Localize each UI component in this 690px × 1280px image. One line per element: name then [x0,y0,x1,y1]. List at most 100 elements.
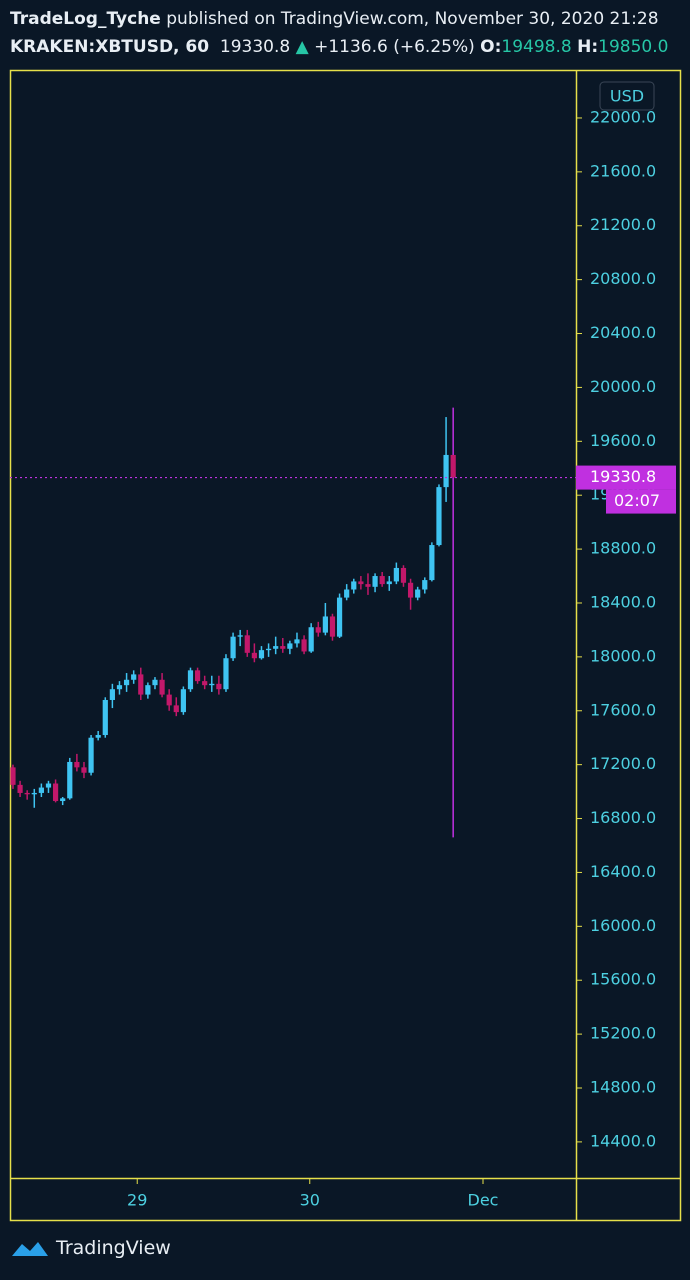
currency-button[interactable] [599,81,655,111]
brand-logo [12,1242,48,1256]
y-tick-label: 19600.0 [590,431,656,450]
brand: TradingView [10,1236,171,1260]
y-tick-label: 20400.0 [590,323,656,342]
y-tick-label: 16800.0 [590,808,656,827]
candle-body [287,643,293,649]
symbol: KRAKEN:XBTUSD, 60 [10,37,210,57]
y-tick-label: 16000.0 [590,916,656,935]
y-tick-label: 18000.0 [590,646,656,665]
header-line-2: KRAKEN:XBTUSD, 60 19330.8 ▲ +1136.6 (+6.… [10,34,690,62]
open-label: O: [480,37,502,57]
candle-body [407,582,414,598]
candle-body [202,681,208,686]
candle-body [116,685,123,690]
candle-body [45,783,52,788]
candle-body [109,689,115,700]
candle-body [258,650,265,659]
last-price-box [576,465,676,490]
y-tick-label: 21600.0 [590,161,656,180]
candle-body [194,670,201,682]
published: published on TradingView.com, November 3… [160,9,659,29]
change: +1136.6 (+6.25%) [314,37,475,57]
candle-body [386,581,392,585]
open: 19498.8 [501,37,572,57]
candle-body [138,674,144,695]
candle-body [180,689,186,713]
candle-body [251,652,257,659]
y-tick-label: 22000.0 [590,107,656,126]
candle-body [450,454,456,478]
candle-body [67,761,73,799]
brand-name: TradingView [56,1237,171,1259]
y-tick-label: 16400.0 [590,862,656,881]
candle-body [372,576,378,587]
y-tick-label: 20800.0 [590,269,656,288]
candle-body [173,705,179,713]
candle-body [365,584,371,587]
x-tick-label: Dec [468,1191,499,1210]
last-price-label: 19330.8 [590,467,656,486]
candle-body [393,567,399,582]
countdown: 02:07 [614,491,660,510]
candle-body [351,581,357,590]
candle-body [123,679,130,686]
candle-body [237,635,243,637]
candle-body [322,616,328,633]
candle-body [379,576,385,585]
candle-body [159,679,165,695]
candle-body [280,646,286,649]
candle-body [344,589,350,598]
candle-body [102,699,108,736]
y-tick-label: 14800.0 [590,1078,656,1097]
candle-body [336,597,343,637]
candle-body [429,545,435,581]
countdown-box [606,489,676,514]
candle-body [31,792,37,795]
candle-body [315,627,321,633]
x-tick-label: 29 [127,1191,147,1210]
candle-body [294,639,300,644]
candle-body [273,646,279,649]
candle-body [52,783,59,802]
candle-body [301,639,307,652]
y-tick-label: 17600.0 [590,700,656,719]
candle-body [422,580,428,590]
high: 19850.0 [598,37,669,57]
y-tick-label: 20000.0 [590,377,656,396]
candle-body [436,487,442,546]
x-tick-label: 30 [300,1191,320,1210]
candle-body [60,798,66,802]
candle-body [209,683,215,686]
last: 19330.8 [219,37,291,57]
currency: USD [610,87,644,106]
author: TradeLog_Tyche [10,9,161,29]
candle-body [166,694,172,706]
candle-body [400,567,407,583]
candle-body [131,674,137,680]
candle-body [145,685,151,695]
y-tick-label: 18400.0 [590,592,656,611]
arrow: ▲ [295,37,309,57]
header: TradeLog_Tyche published on TradingView.… [10,6,690,62]
candle-body [95,735,101,738]
candle-body [216,683,222,690]
candle-body [358,581,364,585]
candle-body [415,589,421,598]
y-tick-label: 14400.0 [590,1131,656,1150]
candle-body [187,670,194,690]
candle-body [88,737,94,773]
candle-body [10,767,16,785]
candle-body [230,636,236,659]
candle-body [74,761,80,768]
candle-body [24,792,30,795]
y-tick-label: 21200.0 [590,215,656,234]
candle-body [152,679,158,686]
candle-body [308,627,314,652]
frame [9,69,682,1222]
y-tick-label: 15600.0 [590,970,656,989]
y-tick-label: 18800.0 [590,539,656,558]
header-line-1: TradeLog_Tyche published on TradingView.… [10,6,690,34]
candle-body [38,787,44,793]
